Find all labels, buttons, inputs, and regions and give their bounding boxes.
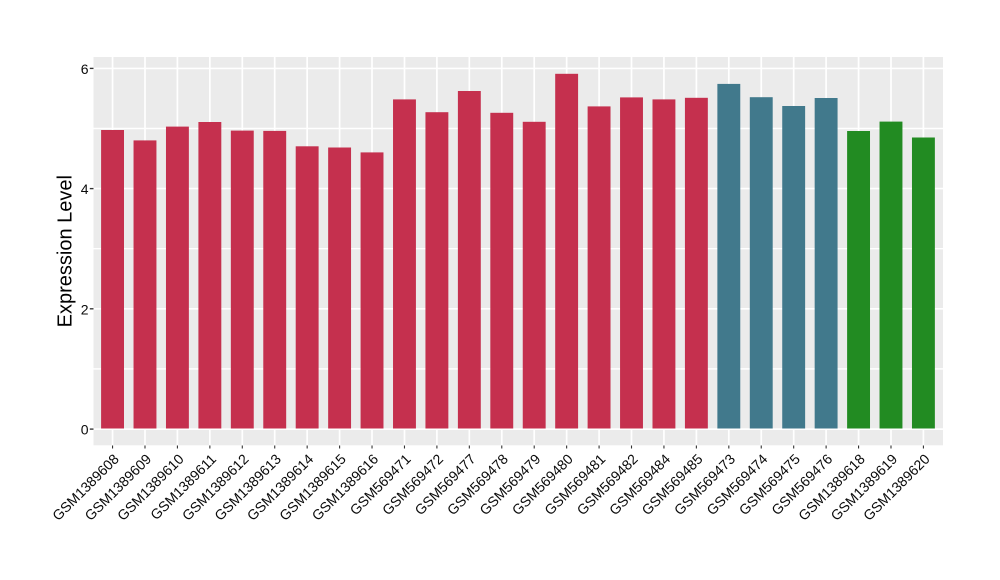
- svg-text:0: 0: [81, 422, 89, 438]
- svg-text:Expression Level: Expression Level: [54, 175, 76, 327]
- svg-text:4: 4: [81, 181, 89, 197]
- svg-text:2: 2: [81, 301, 89, 317]
- svg-text:6: 6: [81, 61, 89, 77]
